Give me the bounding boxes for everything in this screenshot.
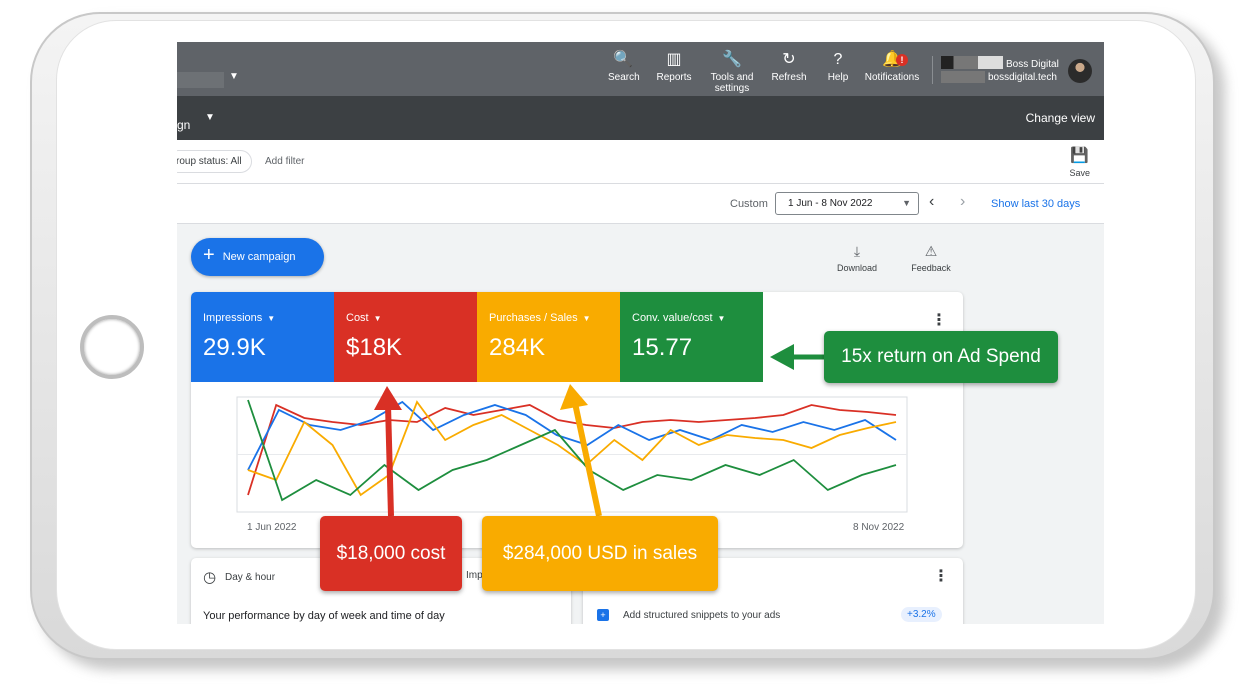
campaign-subbar: gn ▼ Change view xyxy=(177,96,1104,140)
search-button[interactable]: 🔍 Search xyxy=(608,50,640,83)
notifications-label: Notifications xyxy=(864,72,920,83)
feedback-icon: ⚠ xyxy=(924,243,938,259)
tools-label: Tools and settings xyxy=(710,72,754,94)
save-button[interactable]: 💾 Save xyxy=(1069,146,1090,178)
help-label: Help xyxy=(827,72,849,83)
refresh-icon: ↻ xyxy=(782,51,796,68)
chevron-down-icon: ▼ xyxy=(717,314,726,323)
next-period-button[interactable]: › xyxy=(960,193,966,210)
add-filter-button[interactable]: Add filter xyxy=(265,156,305,167)
chart-series-line-2 xyxy=(247,400,897,497)
notifications-button[interactable]: 🔔 ! Notifications xyxy=(862,50,922,83)
chevron-down-icon: ▼ xyxy=(902,198,911,208)
download-button[interactable]: ⤓ Download xyxy=(832,241,882,273)
x-axis-end-label: 8 Nov 2022 xyxy=(853,522,905,533)
save-icon: 💾 xyxy=(1070,147,1090,164)
uplift-badge: +3.2% xyxy=(901,607,942,622)
top-navigation-bar: ▼ 🔍 Search ▥ Reports 🔧 Tools and setting… xyxy=(177,42,1104,96)
snippet-recommendation-text[interactable]: Add structured snippets to your ads xyxy=(623,610,781,621)
yellow-arrow xyxy=(560,384,602,517)
plus-icon: + xyxy=(203,244,215,267)
day-hour-title: Day & hour xyxy=(225,572,276,583)
clock-icon: ◷ xyxy=(203,569,217,586)
more-options-icon[interactable]: ⋮ xyxy=(933,568,949,585)
metric-value: 15.77 xyxy=(632,334,693,361)
sales-callout: $284,000 USD in sales xyxy=(482,516,718,591)
account-dropdown-caret[interactable]: ▼ xyxy=(229,71,239,82)
metric-impressions[interactable]: Impressions ▼ 29.9K xyxy=(191,292,334,382)
metric-value: 29.9K xyxy=(203,334,266,361)
new-campaign-label: New campaign xyxy=(222,251,296,263)
account-domain: bossdigital.tech xyxy=(988,72,1057,83)
topbar-divider xyxy=(932,56,933,84)
chart-series-line-3 xyxy=(247,399,897,502)
chart-series-line-1 xyxy=(247,400,897,471)
roas-callout: 15x return on Ad Spend xyxy=(824,331,1058,383)
feedback-button[interactable]: ⚠ Feedback xyxy=(906,241,956,273)
show-last-30-days-link[interactable]: Show last 30 days xyxy=(991,198,1081,210)
save-label: Save xyxy=(1069,168,1090,178)
refresh-button[interactable]: ↻ Refresh xyxy=(770,50,808,83)
add-snippet-icon: + xyxy=(597,609,609,621)
wrench-icon: 🔧 xyxy=(722,51,742,68)
download-icon: ⤓ xyxy=(853,243,861,259)
help-button[interactable]: ? Help xyxy=(825,50,851,83)
chevron-down-icon: ▼ xyxy=(373,314,382,323)
green-arrow xyxy=(770,344,824,370)
change-view-button[interactable]: Change view xyxy=(1025,111,1095,125)
metric-label: Conv. value/cost xyxy=(632,312,713,324)
redacted-account-selector[interactable] xyxy=(177,72,224,88)
campaign-view-title[interactable]: gn xyxy=(177,118,191,132)
metric-label: Cost xyxy=(346,312,369,324)
impressions-tab[interactable]: Impres xyxy=(466,570,497,581)
search-label: Search xyxy=(608,72,640,83)
feedback-label: Feedback xyxy=(911,263,951,273)
chevron-down-icon: ▼ xyxy=(267,314,276,323)
metric-purchases-sales[interactable]: Purchases / Sales ▼ 284K xyxy=(477,292,620,382)
reports-button[interactable]: ▥ Reports xyxy=(656,50,692,83)
metric-value: $18K xyxy=(346,334,403,361)
metric-value: 284K xyxy=(489,334,546,361)
new-campaign-button[interactable]: + New campaign xyxy=(191,238,324,276)
tools-and-settings-button[interactable]: 🔧 Tools and settings xyxy=(708,50,756,94)
metric-conv-value-cost[interactable]: Conv. value/cost ▼ 15.77 xyxy=(620,292,763,382)
date-range-value: 1 Jun - 8 Nov 2022 xyxy=(788,198,873,209)
cost-callout: $18,000 cost xyxy=(320,516,462,591)
date-range-bar: Custom 1 Jun - 8 Nov 2022 ▼ ‹ › Show las… xyxy=(177,184,1104,224)
day-hour-description: Your performance by day of week and time… xyxy=(203,610,445,622)
reports-label: Reports xyxy=(656,72,692,83)
ad-group-status-filter-chip[interactable]: roup status: All xyxy=(177,150,252,173)
more-options-icon[interactable]: ⋮ xyxy=(931,312,947,329)
chevron-down-icon: ▼ xyxy=(582,314,591,323)
tablet-home-button xyxy=(80,315,144,379)
account-name: Boss Digital xyxy=(1006,59,1059,70)
date-range-select[interactable]: 1 Jun - 8 Nov 2022 ▼ xyxy=(775,192,919,215)
reports-icon: ▥ xyxy=(666,51,682,68)
metric-label: Purchases / Sales xyxy=(489,312,578,324)
metric-cost[interactable]: Cost ▼ $18K xyxy=(334,292,477,382)
notification-badge: ! xyxy=(896,54,908,66)
red-arrow xyxy=(374,386,402,517)
metric-label: Impressions xyxy=(203,312,263,324)
chevron-down-icon[interactable]: ▼ xyxy=(205,112,215,123)
search-icon: 🔍 xyxy=(613,51,633,68)
filter-bar: roup status: All Add filter 💾 Save xyxy=(177,140,1104,184)
ads-dashboard-screen: ▼ 🔍 Search ▥ Reports 🔧 Tools and setting… xyxy=(177,42,1104,624)
refresh-label: Refresh xyxy=(771,72,807,83)
help-icon: ? xyxy=(833,51,843,68)
previous-period-button[interactable]: ‹ xyxy=(929,193,935,210)
avatar[interactable] xyxy=(1068,59,1092,83)
redacted-name-block xyxy=(941,56,1003,69)
x-axis-start-label: 1 Jun 2022 xyxy=(247,522,297,533)
download-label: Download xyxy=(836,263,878,273)
redacted-id-block xyxy=(941,71,985,83)
custom-range-label: Custom xyxy=(730,198,768,210)
